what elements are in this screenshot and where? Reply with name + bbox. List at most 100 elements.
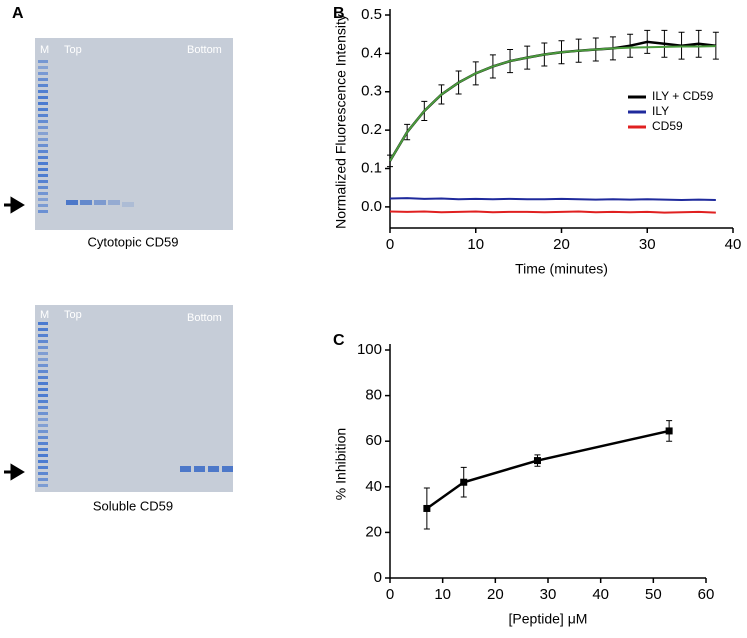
band: [80, 200, 92, 205]
marker-band: [38, 358, 48, 361]
marker-band: [38, 144, 48, 147]
marker-band: [38, 382, 48, 385]
series-line: [389, 197, 716, 201]
marker-band: [38, 400, 48, 403]
x-tick-label: 20: [553, 236, 570, 253]
panel-label: B: [333, 5, 345, 22]
y-tick-label: 100: [357, 341, 382, 358]
marker-band: [38, 352, 48, 355]
legend-label: ILY + CD59: [652, 89, 714, 103]
gel-bands: [38, 60, 233, 487]
y-tick-label: 0.2: [361, 121, 382, 138]
marker-band: [38, 198, 48, 201]
gel-caption: Cytotopic CD59: [87, 234, 178, 249]
marker-band: [38, 418, 48, 421]
marker-band: [38, 102, 48, 105]
marker-band: [38, 120, 48, 123]
series-line: [389, 45, 716, 162]
band: [122, 202, 134, 207]
marker-band: [38, 364, 48, 367]
marker-band: [38, 72, 48, 75]
point: [423, 504, 431, 512]
marker-band: [38, 96, 48, 99]
x-tick-label: 30: [639, 236, 656, 253]
marker-band: [38, 150, 48, 153]
marker-band: [38, 388, 48, 391]
x-axis-label: [Peptide] μM: [509, 611, 588, 627]
marker-band: [38, 454, 48, 457]
marker-band: [38, 334, 48, 337]
marker-band: [38, 448, 48, 451]
gel-caption: Soluble CD59: [93, 498, 173, 513]
series-line: [426, 429, 670, 510]
gel: M Top Bottom Soluble CD59: [4, 305, 233, 513]
marker-band: [38, 328, 48, 331]
marker-band: [38, 346, 48, 349]
marker-band: [38, 186, 48, 189]
marker-band: [38, 412, 48, 415]
marker-band: [38, 376, 48, 379]
gel-label: M: [40, 309, 49, 321]
marker-band: [38, 322, 48, 325]
gel-label: Top: [64, 309, 82, 321]
x-tick-label: 50: [645, 586, 662, 603]
x-tick-label: 10: [467, 236, 484, 253]
band: [180, 466, 191, 472]
y-tick-label: 40: [365, 478, 382, 495]
x-tick-label: 0: [386, 236, 394, 253]
y-tick-label: 0.5: [361, 6, 382, 23]
marker-band: [38, 472, 48, 475]
marker-band: [38, 108, 48, 111]
gel-label: Bottom: [187, 312, 222, 324]
gel-image: [35, 38, 233, 230]
y-tick-label: 60: [365, 432, 382, 449]
marker-band: [38, 78, 48, 81]
gel-label: Bottom: [187, 44, 222, 56]
x-tick-label: 60: [698, 586, 715, 603]
x-axis-label: Time (minutes): [515, 261, 608, 277]
marker-band: [38, 66, 48, 69]
x-tick-label: 40: [725, 236, 742, 253]
marker-band: [38, 132, 48, 135]
y-tick-label: 20: [365, 523, 382, 540]
gel-image: [35, 305, 233, 492]
marker-band: [38, 466, 48, 469]
y-axis-label: % Inhibition: [333, 428, 349, 500]
band: [194, 466, 205, 472]
marker-band: [38, 168, 48, 171]
y-tick-label: 80: [365, 387, 382, 404]
x-tick-label: 0: [386, 586, 394, 603]
gel-label: M: [40, 44, 49, 56]
x-tick-label: 40: [592, 586, 609, 603]
marker-band: [38, 84, 48, 87]
series-line: [389, 210, 716, 214]
marker-band: [38, 174, 48, 177]
legend-label: ILY: [652, 104, 669, 118]
panel-label: C: [333, 332, 345, 349]
marker-band: [38, 138, 48, 141]
point: [665, 427, 673, 435]
point: [533, 457, 541, 465]
marker-band: [38, 340, 48, 343]
x-tick-label: 20: [487, 586, 504, 603]
marker-band: [38, 478, 48, 481]
band: [94, 200, 106, 205]
marker-band: [38, 394, 48, 397]
marker-band: [38, 90, 48, 93]
marker-band: [38, 406, 48, 409]
legend-label: CD59: [652, 119, 683, 133]
marker-band: [38, 162, 48, 165]
marker-band: [38, 442, 48, 445]
marker-band: [38, 424, 48, 427]
y-tick-label: 0.3: [361, 83, 382, 100]
y-tick-label: 0.4: [361, 44, 382, 61]
panel-label: A: [12, 5, 24, 22]
y-axis-label: Normalized Fluorescence Intensity: [333, 14, 349, 229]
marker-band: [38, 484, 48, 487]
y-tick-label: 0.1: [361, 159, 382, 176]
x-tick-label: 10: [434, 586, 451, 603]
x-tick-label: 30: [540, 586, 557, 603]
marker-band: [38, 126, 48, 129]
y-tick-label: 0: [374, 569, 382, 586]
marker-band: [38, 156, 48, 159]
